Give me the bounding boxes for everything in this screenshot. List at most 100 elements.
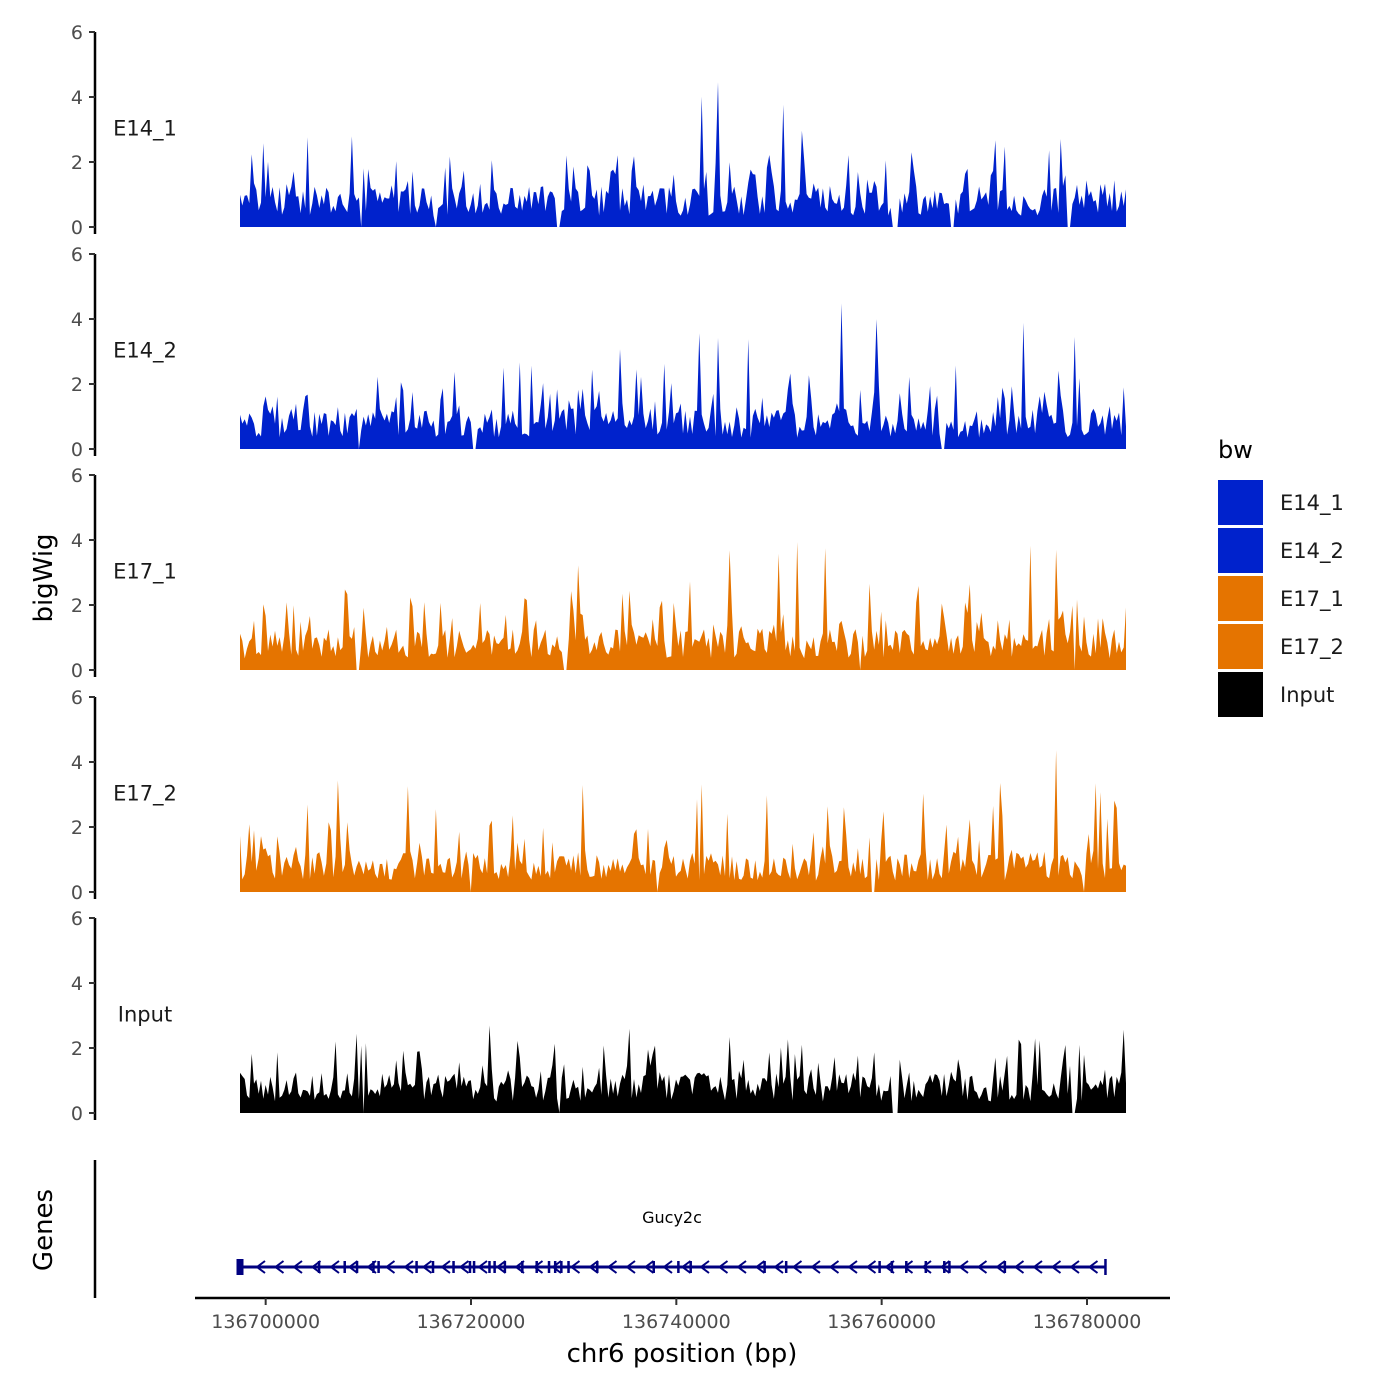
y-tick-label: 0 xyxy=(71,660,83,682)
strand-arrow xyxy=(403,1260,414,1274)
gene-exon xyxy=(236,1259,244,1275)
gene-exon xyxy=(1003,1261,1007,1273)
gene-exon xyxy=(317,1261,321,1273)
y-axis-title: bigWig xyxy=(29,533,59,622)
track-e17-2: 0 2 4 6 E17_2 xyxy=(71,687,1126,904)
y-tick-label: 0 xyxy=(71,882,83,904)
x-tick-label: 136700000 xyxy=(211,1311,320,1333)
y-tick-label: 6 xyxy=(71,908,83,930)
x-axis: 136700000 136720000 136740000 136760000 1367… xyxy=(195,1296,1170,1333)
strand-arrow xyxy=(662,1260,673,1274)
strand-arrow xyxy=(347,1260,359,1274)
x-tick-label: 136720000 xyxy=(417,1311,526,1333)
y-tick-label: 4 xyxy=(71,973,83,995)
y-tick-label: 6 xyxy=(71,22,83,44)
y-tick-label: 4 xyxy=(71,87,83,109)
legend: bw E14_1 E14_2 E17_1 E17_2 Input xyxy=(1218,436,1344,717)
x-tick-label: 136780000 xyxy=(1033,1311,1142,1333)
strand-arrow xyxy=(1050,1260,1062,1274)
track-e17-1: 0 2 4 6 E17_1 xyxy=(71,465,1126,682)
track-label: E17_1 xyxy=(113,560,177,585)
legend-label: E14_1 xyxy=(1280,491,1344,516)
track-e14-2: 0 2 4 6 E14_2 xyxy=(71,244,1126,461)
strand-arrow xyxy=(921,1260,932,1274)
track-e14-1: 0 2 4 6 E14_1 xyxy=(71,22,1126,239)
strand-arrow xyxy=(939,1260,951,1274)
strand-arrow xyxy=(1013,1260,1025,1274)
gene-exon xyxy=(415,1261,418,1273)
legend-swatch xyxy=(1218,480,1263,525)
strand-arrow xyxy=(569,1260,581,1274)
gene-exon xyxy=(553,1261,557,1273)
strand-arrow xyxy=(995,1260,1006,1274)
gene-exon xyxy=(652,1261,655,1273)
strand-arrow xyxy=(976,1260,988,1274)
gene-exon xyxy=(472,1261,476,1273)
track-label: E14_1 xyxy=(113,117,177,142)
gene-exon xyxy=(521,1261,524,1273)
x-axis-title: chr6 position (bp) xyxy=(567,1339,798,1369)
gene-exon xyxy=(890,1261,894,1273)
gene-exon xyxy=(948,1261,951,1273)
coverage-area-e14-1 xyxy=(240,82,1126,227)
strand-arrow xyxy=(717,1260,729,1274)
gene-exon xyxy=(372,1261,375,1273)
legend-label: Input xyxy=(1280,683,1334,707)
strand-arrow xyxy=(477,1260,488,1274)
strand-arrow xyxy=(828,1260,840,1274)
strand-arrow xyxy=(1087,1260,1099,1274)
legend-label: E17_1 xyxy=(1280,587,1344,612)
x-tick-label: 136760000 xyxy=(827,1311,936,1333)
gene-exon xyxy=(355,1261,359,1273)
gene-exon xyxy=(488,1261,491,1273)
gene-exon xyxy=(924,1261,928,1273)
strand-arrow xyxy=(699,1260,710,1274)
strand-arrow xyxy=(421,1260,433,1274)
strand-arrow xyxy=(551,1260,562,1274)
legend-label: E14_2 xyxy=(1280,539,1344,564)
strand-arrow xyxy=(532,1260,544,1274)
y-tick-label: 4 xyxy=(71,309,83,331)
strand-arrow xyxy=(1032,1260,1043,1274)
strand-arrow xyxy=(495,1260,507,1274)
legend-swatch xyxy=(1218,624,1263,669)
gene-exon xyxy=(343,1261,346,1273)
y-tick-label: 2 xyxy=(71,374,83,396)
y-tick-label: 2 xyxy=(71,817,83,839)
legend-label: E17_2 xyxy=(1280,635,1344,660)
y-tick-label: 6 xyxy=(71,244,83,266)
strand-arrow xyxy=(680,1260,692,1274)
strand-arrow xyxy=(329,1260,340,1274)
strand-arrow xyxy=(606,1260,618,1274)
y-tick-label: 2 xyxy=(71,1038,83,1060)
strand-arrow xyxy=(625,1260,636,1274)
gene-exon xyxy=(784,1261,788,1273)
gene-exon xyxy=(431,1261,435,1273)
legend-swatch xyxy=(1218,528,1263,573)
gene-name-label: Gucy2c xyxy=(642,1208,702,1227)
gene-exon xyxy=(468,1261,472,1273)
gene-exon xyxy=(596,1261,599,1273)
strand-arrow xyxy=(440,1260,451,1274)
gene-exon xyxy=(547,1261,551,1273)
gene-exon xyxy=(567,1261,570,1273)
gene-exon xyxy=(677,1261,680,1273)
track-input: 0 2 4 6 Input xyxy=(71,908,1126,1125)
strand-arrow xyxy=(958,1260,969,1274)
track-label: Input xyxy=(118,1003,172,1027)
strand-arrow xyxy=(773,1260,784,1274)
track-label: E17_2 xyxy=(113,782,177,807)
gene-exon xyxy=(535,1261,538,1273)
coverage-area-input xyxy=(240,1025,1126,1113)
y-tick-label: 4 xyxy=(71,752,83,774)
gene-exon xyxy=(560,1261,563,1273)
y-tick-label: 2 xyxy=(71,152,83,174)
gene-panel: Gucy2c xyxy=(93,1160,1107,1298)
y-tick-label: 2 xyxy=(71,595,83,617)
coverage-area-e17-2 xyxy=(240,750,1126,892)
strand-arrow xyxy=(643,1260,655,1274)
track-label: E14_2 xyxy=(113,339,177,364)
gene-exon xyxy=(763,1261,766,1273)
bigwig-tracks: 0 2 4 6 E14_1 0 2 4 6 E14_2 0 2 4 6 E17_1 0 2 4 6 E17_2 0 2 4 6… xyxy=(71,22,1126,1125)
